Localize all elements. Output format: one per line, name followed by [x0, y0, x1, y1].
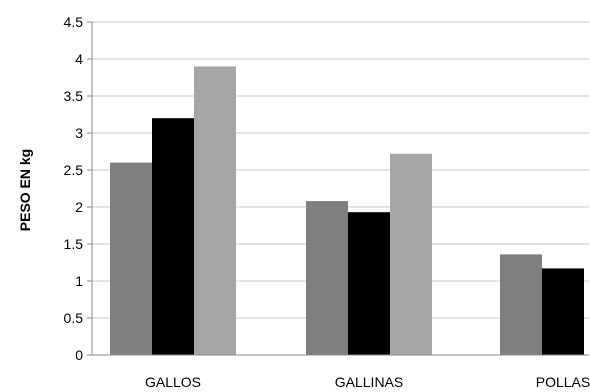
y-tick-label: 1: [75, 273, 83, 289]
y-tick-label: 4: [75, 51, 83, 67]
x-category-labels: GALLOS GALLINAS POLLAS: [145, 374, 590, 390]
bar-gallos-2: [152, 118, 194, 355]
bar-gallinas-1: [306, 201, 348, 355]
bar-pollas-2: [542, 268, 584, 355]
y-tick-label: 3.5: [64, 88, 84, 104]
y-tick-label: 0: [75, 347, 83, 363]
y-tick-label: 2.5: [64, 162, 84, 178]
x-category-label: GALLINAS: [335, 374, 403, 390]
x-category-label: GALLOS: [145, 374, 201, 390]
y-tick-label: 3: [75, 125, 83, 141]
y-tick-label: 2: [75, 199, 83, 215]
y-tick-label: 0.5: [64, 310, 84, 326]
bar-gallos-1: [110, 162, 152, 355]
bar-gallinas-2: [348, 212, 390, 355]
y-tick-labels: 0 0.5 1 1.5 2 2.5 3 3.5 4 4.5: [64, 14, 92, 363]
x-category-label: POLLAS: [536, 374, 590, 390]
bars: [110, 66, 584, 356]
y-tick-label: 4.5: [64, 14, 84, 30]
bar-pollas-1: [500, 254, 542, 355]
y-axis-title: PESO EN kg: [17, 149, 33, 231]
bar-gallinas-3: [390, 153, 432, 355]
bar-gallos-3: [194, 66, 236, 356]
y-tick-label: 1.5: [64, 236, 84, 252]
